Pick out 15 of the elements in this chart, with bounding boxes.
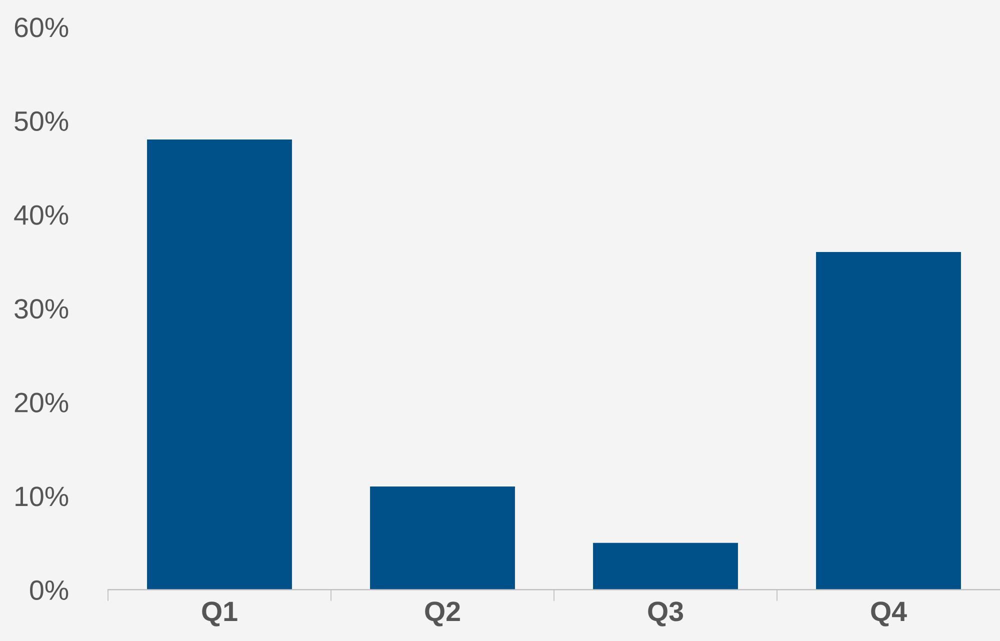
y-tick-label: 40% (14, 205, 68, 225)
x-tick-label: Q3 (648, 602, 684, 626)
bar (147, 139, 292, 590)
y-tick-label: 50% (14, 111, 68, 132)
y-tick-label: 0% (30, 580, 68, 600)
bar (593, 542, 738, 590)
bar (370, 486, 515, 590)
y-tick-label: 60% (14, 18, 68, 38)
x-tick-label: Q4 (871, 602, 907, 626)
x-tick-label: Q1 (202, 602, 238, 626)
y-tick-label: 10% (16, 486, 68, 506)
y-tick-label: 30% (14, 298, 68, 319)
x-tick-label: Q2 (425, 602, 460, 626)
y-tick-label: 20% (14, 392, 68, 412)
bar (816, 252, 961, 590)
